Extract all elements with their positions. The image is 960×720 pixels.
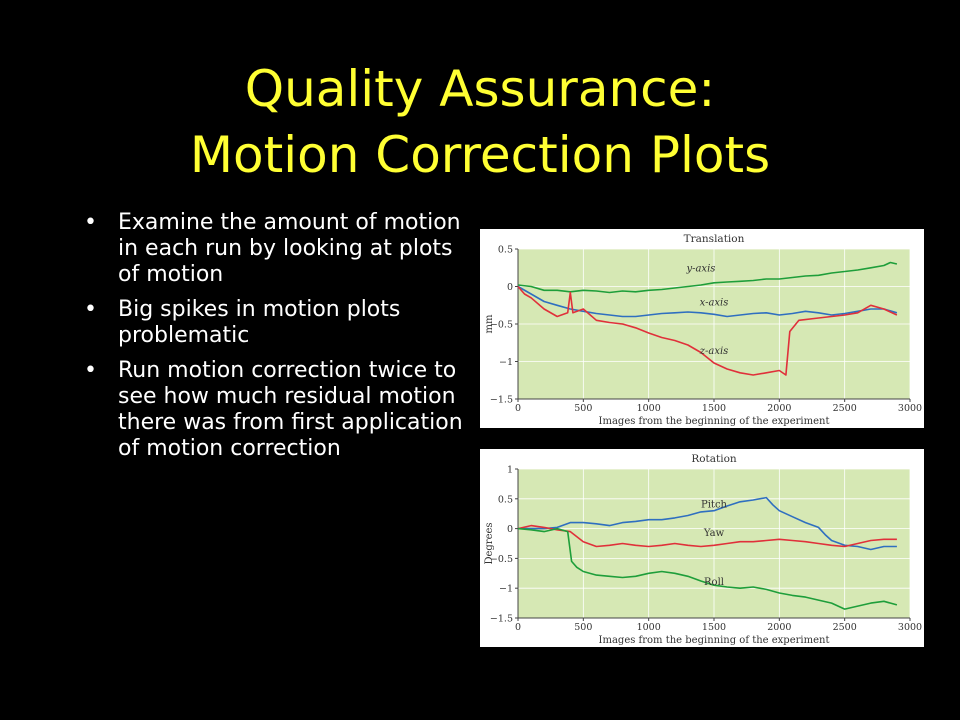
- rotation-x-axis-label: Images from the beginning of the experim…: [599, 635, 830, 646]
- translation-chart: 0 500 1000 1500 2000 2500 3000 0.5 0 −0.5 −1 −1.5 Tr…: [480, 229, 924, 428]
- bullet-item: • Big spikes in motion plots problematic: [84, 297, 469, 349]
- slide-title-line-1: Quality Assurance:: [244, 60, 716, 118]
- translation-chart-svg: 0 500 1000 1500 2000 2500 3000 0.5 0 −0.5 −1 −1.5 Tr…: [484, 233, 922, 427]
- translation-series-x-axis-label: x-axis: [700, 297, 729, 308]
- rotation-series-roll-label: Roll: [704, 577, 724, 588]
- bullet-item: • Examine the amount of motion in each r…: [84, 210, 469, 288]
- rotation-series-yaw-label: Yaw: [703, 528, 725, 539]
- translation-x-tick-label: 500: [574, 403, 592, 414]
- rotation-y-tick-label: 0: [507, 524, 513, 535]
- rotation-chart: 0 500 1000 1500 2000 2500 3000 1 0.5 0 −0.5 −1 −1.5 R…: [480, 449, 924, 647]
- translation-series-x-axis-line: [517, 285, 898, 318]
- translation-x-axis-label: Images from the beginning of the experim…: [599, 416, 830, 427]
- rotation-series-pitch-label: Pitch: [701, 500, 728, 511]
- translation-x-tick-label: 2000: [767, 403, 791, 414]
- bullet-dot: •: [84, 358, 97, 383]
- slide-title-line-2: Motion Correction Plots: [189, 126, 771, 184]
- rotation-series-roll-line: [517, 527, 898, 610]
- rotation-chart-svg: 0 500 1000 1500 2000 2500 3000 1 0.5 0 −0.5 −1 −1.5 R…: [484, 453, 922, 646]
- translation-x-tick-label: 1000: [637, 403, 661, 414]
- rotation-x-tick-label: 2500: [833, 622, 857, 633]
- translation-series-z-axis-line: [517, 285, 898, 376]
- bullet-dot: •: [84, 210, 97, 235]
- rotation-series-yaw-line: [517, 524, 897, 548]
- rotation-y-axis-label: Degrees: [484, 522, 495, 564]
- rotation-y-tick-label: −1.5: [490, 614, 513, 625]
- rotation-x-tick-label: 3000: [898, 622, 922, 633]
- translation-series-y-axis-label: y-axis: [685, 264, 715, 275]
- translation-chart-title: Translation: [684, 233, 745, 245]
- translation-series-z-axis-label: z-axis: [699, 346, 729, 357]
- rotation-x-tick-label: 1500: [702, 622, 726, 633]
- translation-y-tick-label: 0.5: [498, 245, 513, 256]
- translation-x-tick-label: 3000: [898, 403, 922, 414]
- bullet-dot: •: [84, 297, 97, 322]
- rotation-y-tick-label: −0.5: [490, 554, 513, 565]
- translation-x-tick-label: 2500: [833, 403, 857, 414]
- bullet-text: Big spikes in motion plots problematic: [118, 297, 401, 348]
- bullet-text: Run motion correction twice to see how m…: [118, 358, 463, 461]
- translation-series-y-axis-line: [517, 261, 898, 294]
- slide-title: Quality Assurance: Motion Correction Plo…: [0, 56, 960, 188]
- translation-y-tick-label: −1.5: [490, 395, 513, 406]
- rotation-y-tick-label: 0.5: [498, 494, 513, 505]
- bullet-text: Examine the amount of motion in each run…: [118, 210, 461, 287]
- rotation-y-tick-label: 1: [507, 465, 513, 476]
- translation-x-tick-label: 1500: [702, 403, 726, 414]
- bullet-item: • Run motion correction twice to see how…: [84, 358, 469, 462]
- translation-y-tick-label: 0: [507, 282, 513, 293]
- rotation-y-tick-label: −1: [499, 584, 513, 595]
- rotation-x-tick-label: 0: [515, 622, 521, 633]
- rotation-x-tick-label: 1000: [637, 622, 661, 633]
- translation-y-tick-label: −1: [499, 357, 513, 368]
- rotation-x-tick-label: 2000: [767, 622, 791, 633]
- rotation-x-tick-label: 500: [574, 622, 592, 633]
- rotation-series-pitch-line: [518, 496, 897, 551]
- bullet-list: • Examine the amount of motion in each r…: [84, 210, 469, 471]
- translation-y-axis-label: mm: [484, 314, 495, 333]
- translation-x-tick-label: 0: [515, 403, 521, 414]
- translation-y-tick-label: −0.5: [490, 320, 513, 331]
- rotation-chart-title: Rotation: [691, 453, 737, 465]
